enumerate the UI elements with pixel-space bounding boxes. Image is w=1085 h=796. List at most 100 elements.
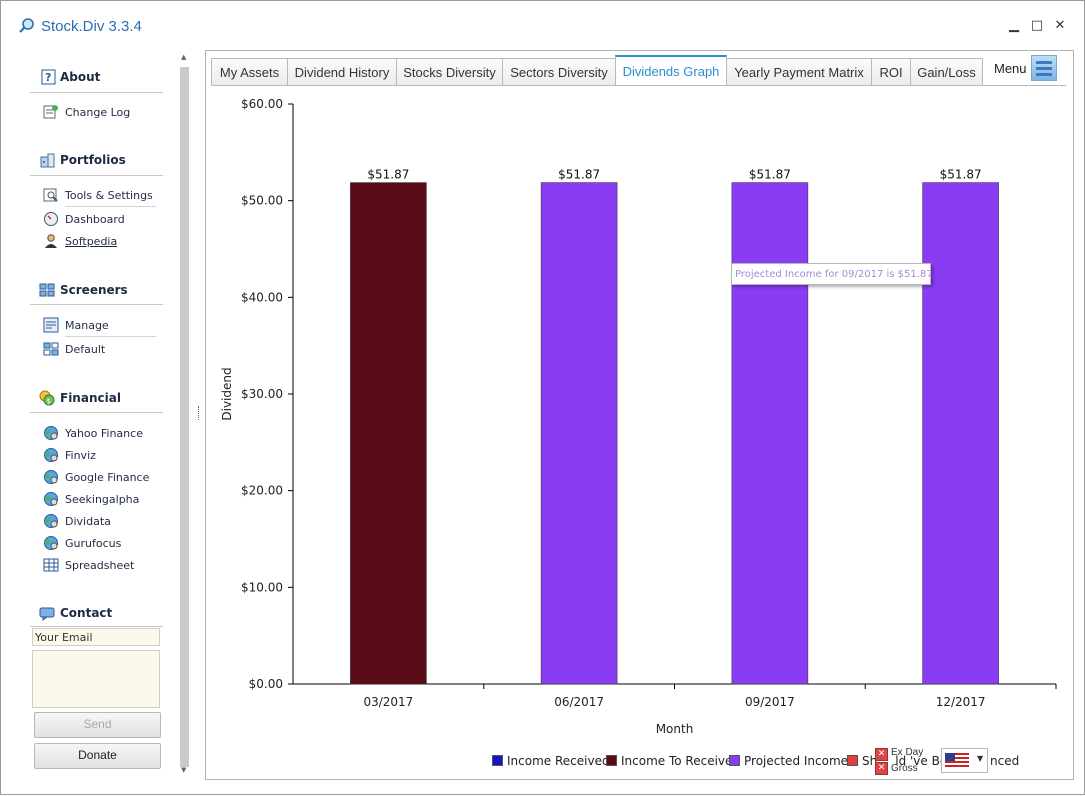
divider [65,336,156,337]
message-field[interactable] [32,650,160,708]
legend-label: Sh [862,754,878,768]
y-tick-label: $60.00 [241,97,283,111]
title-bar: Stock.Div 3.3.4 ▁ □ ✕ [1,1,1084,51]
financial-heading[interactable]: Financial [60,391,121,405]
donate-button[interactable]: Donate [34,743,161,769]
menu-bar-icon [1036,61,1052,64]
tab-my-assets[interactable]: My Assets [211,58,288,85]
default-grid-icon [43,342,59,356]
minimize-button[interactable]: ▁ [1009,18,1019,33]
x-tick-label: 06/2017 [554,695,604,709]
x-axis-title: Month [656,722,694,736]
coins-icon: $ [39,390,55,406]
sidebar-item-tools-settings[interactable]: Tools & Settings [65,189,153,202]
currency-dropdown[interactable]: ▼ [941,748,988,773]
sidebar-item-finviz[interactable]: Finviz [65,449,96,462]
divider [30,175,163,176]
sidebar-scrollbar[interactable]: ▲ ▼ [178,51,192,781]
spreadsheet-icon [43,558,59,572]
sidebar: ? About Change Log Portfolios Tools & Se… [1,51,176,781]
dashboard-gauge-icon [44,212,58,226]
globe-icon [44,514,58,528]
gross-label: Gross [891,763,918,774]
legend-item-income-to-receive[interactable]: Income To Receive [606,754,732,768]
changelog-icon [43,105,58,119]
chart-tooltip: Projected Income for 09/2017 is $51.87 [731,263,931,285]
screeners-grid-icon [39,283,55,297]
menu-bar-icon [1036,67,1052,70]
x-tick-label: 03/2017 [363,695,413,709]
close-button[interactable]: ✕ [1054,18,1066,33]
tab-sectors-diversity[interactable]: Sectors Diversity [502,58,616,85]
menu-button[interactable] [1031,55,1057,81]
email-field[interactable]: Your Email [32,628,160,646]
maximize-button[interactable]: □ [1030,18,1044,33]
screeners-heading[interactable]: Screeners [60,283,128,297]
svg-text:$: $ [47,398,51,406]
tab-gain-loss[interactable]: Gain/Loss [910,58,983,85]
bar [350,182,427,685]
scroll-up-arrow-icon[interactable]: ▲ [181,53,187,61]
legend-item-income-received[interactable]: Income Received [492,754,610,768]
send-button[interactable]: Send [34,712,161,738]
legend-label-tail: nced [990,754,1020,768]
sidebar-item-spreadsheet[interactable]: Spreadsheet [65,559,135,572]
divider [30,304,163,305]
sidebar-item-dashboard[interactable]: Dashboard [65,213,125,226]
contact-heading: Contact [60,606,113,620]
sidebar-item-change-log[interactable]: Change Log [65,106,131,119]
scroll-down-arrow-icon[interactable]: ▼ [181,766,187,774]
help-icon: ? [41,69,56,85]
bar-value-label: $51.87 [558,168,600,182]
window-title: Stock.Div 3.3.4 [41,18,142,35]
bar [540,182,618,685]
bar-value-label: $51.87 [749,168,791,182]
legend-swatch [729,755,740,766]
legend-label: Income To Receive [621,754,733,768]
tab-baseline [211,85,1066,86]
y-tick-label: $20.00 [241,484,283,498]
user-icon [45,234,57,248]
legend-swatch [847,755,858,766]
sidebar-item-gurufocus[interactable]: Gurufocus [65,537,122,550]
sidebar-item-yahoo-finance[interactable]: Yahoo Finance [65,427,143,440]
globe-icon [44,426,58,440]
divider [65,206,156,207]
tab-stocks-diversity[interactable]: Stocks Diversity [396,58,503,85]
about-heading[interactable]: About [60,70,101,84]
tab-dividend-history[interactable]: Dividend History [287,58,397,85]
magnifier-app-icon [19,18,34,33]
manage-icon [43,317,59,333]
tools-settings-icon [43,188,58,202]
sidebar-item-default[interactable]: Default [65,343,106,356]
y-tick-label: $50.00 [241,194,283,208]
x-tick-label: 12/2017 [936,695,986,709]
splitter-handle[interactable] [198,406,201,420]
legend-swatch [492,755,503,766]
us-flag-icon [945,753,969,769]
sidebar-item-seekingalpha[interactable]: Seekingalpha [65,493,140,506]
sidebar-item-softpedia[interactable]: Softpedia [65,235,118,248]
chevron-down-icon: ▼ [977,754,984,763]
globe-icon [44,448,58,462]
y-tick-label: $30.00 [241,387,283,401]
scroll-thumb[interactable] [180,67,189,767]
bar-value-label: $51.87 [940,168,982,182]
divider [30,626,163,627]
portfolios-heading[interactable]: Portfolios [60,153,126,167]
gross-checkbox[interactable]: ✕ [875,762,888,775]
legend-item-projected-income[interactable]: Projected Income [729,754,848,768]
legend-label: Projected Income [744,754,849,768]
y-tick-label: $40.00 [241,290,283,304]
sidebar-item-manage[interactable]: Manage [65,319,109,332]
tab-dividends-graph[interactable]: Dividends Graph [615,55,727,86]
sidebar-item-dividata[interactable]: Dividata [65,515,111,528]
y-axis-title: Dividend [220,367,234,420]
portfolio-building-icon [40,153,55,168]
tab-yearly-payment-matrix[interactable]: Yearly Payment Matrix [726,58,872,85]
sidebar-item-google-finance[interactable]: Google Finance [65,471,150,484]
bar [922,182,999,685]
exday-checkbox[interactable]: ✕ [875,748,888,761]
